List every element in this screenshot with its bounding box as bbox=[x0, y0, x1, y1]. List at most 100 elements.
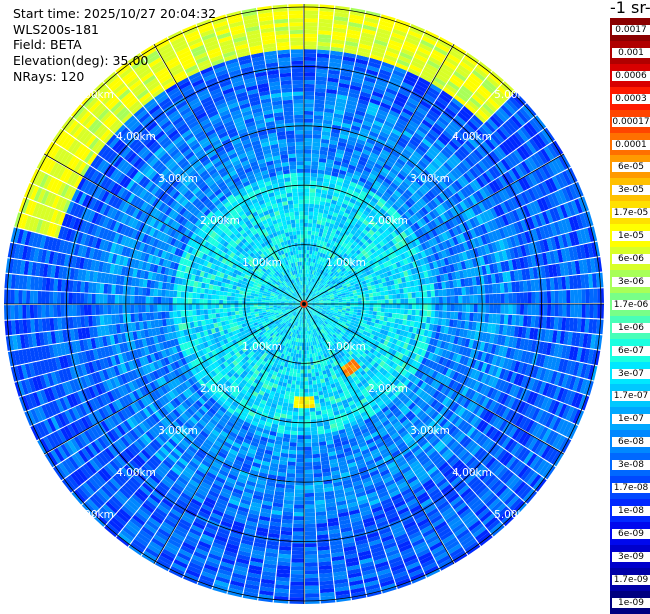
ppi-cell bbox=[316, 415, 322, 420]
ppi-cell bbox=[308, 381, 312, 385]
ppi-cell bbox=[404, 309, 408, 314]
ppi-cell bbox=[372, 315, 377, 319]
ppi-cell bbox=[308, 338, 310, 342]
ppi-cell bbox=[304, 246, 307, 250]
ppi-cell bbox=[305, 462, 313, 466]
ppi-cell bbox=[512, 315, 517, 326]
ppi-cell bbox=[304, 408, 309, 412]
ppi-cell bbox=[516, 293, 520, 304]
ppi-cell bbox=[305, 470, 313, 474]
ppi-cell bbox=[290, 388, 295, 392]
ppi-cell bbox=[305, 493, 314, 497]
ppi-cell bbox=[310, 357, 313, 361]
ppi-cell bbox=[311, 435, 318, 439]
ppi-cell bbox=[492, 314, 497, 324]
ppi-cell bbox=[286, 415, 292, 420]
ppi-cell bbox=[373, 308, 377, 312]
ppi-cell bbox=[305, 570, 318, 574]
ppi-cell bbox=[304, 150, 312, 154]
ppi-cell bbox=[435, 304, 439, 311]
ppi-cell bbox=[385, 300, 389, 304]
ppi-cell bbox=[308, 219, 312, 223]
ppi-cell bbox=[396, 314, 400, 319]
ppi-cell bbox=[301, 370, 304, 374]
ppi-cell bbox=[315, 92, 326, 97]
ppi-cell bbox=[304, 53, 316, 57]
ppi-cell bbox=[447, 304, 451, 311]
ppi-cell bbox=[297, 451, 304, 455]
ppi-cell bbox=[316, 515, 327, 520]
ppi-cell bbox=[285, 485, 294, 490]
ppi-cell bbox=[287, 380, 292, 385]
ppi-cell bbox=[578, 289, 582, 303]
ppi-cell bbox=[477, 285, 482, 294]
ppi-cell bbox=[306, 262, 308, 266]
ppi-cell bbox=[291, 578, 305, 582]
ppi-cell bbox=[316, 376, 320, 380]
ppi-cell bbox=[397, 299, 401, 304]
ppi-cell bbox=[377, 292, 381, 296]
ppi-cell bbox=[311, 235, 315, 239]
ppi-cell bbox=[312, 377, 316, 381]
ppi-cell bbox=[400, 304, 404, 309]
ppi-cell bbox=[381, 296, 385, 300]
ppi-cell bbox=[365, 314, 369, 318]
ppi-cell bbox=[315, 372, 319, 376]
ppi-cell bbox=[294, 365, 298, 369]
ppi-cell bbox=[415, 286, 420, 292]
ppi-cell bbox=[357, 292, 361, 295]
ppi-cell bbox=[353, 293, 357, 296]
ppi-cell bbox=[346, 308, 350, 311]
ppi-cell bbox=[535, 304, 539, 316]
ppi-cell bbox=[312, 154, 320, 158]
ppi-cell bbox=[488, 314, 493, 323]
ppi-cell bbox=[383, 286, 388, 291]
ppi-cell bbox=[304, 111, 313, 115]
ppi-cell bbox=[313, 461, 321, 466]
ppi-cell bbox=[308, 365, 311, 369]
ppi-cell bbox=[547, 304, 551, 316]
ppi-cell bbox=[395, 319, 400, 324]
ppi-cell bbox=[415, 292, 419, 298]
ppi-cell bbox=[292, 547, 304, 551]
ppi-cell bbox=[304, 115, 313, 119]
ppi-cell bbox=[307, 350, 310, 354]
ppi-cell bbox=[310, 415, 316, 419]
ppi-cell bbox=[296, 377, 300, 381]
ppi-cell bbox=[315, 403, 320, 407]
ppi-cell bbox=[314, 208, 319, 212]
ppi-cell bbox=[362, 304, 366, 307]
ppi-cell bbox=[377, 308, 381, 312]
ppi-cell bbox=[318, 430, 325, 435]
ppi-cell bbox=[292, 415, 298, 419]
ppi-cell bbox=[447, 296, 451, 303]
ppi-cell bbox=[304, 146, 312, 150]
ppi-cell bbox=[304, 358, 307, 362]
ppi-cell bbox=[283, 512, 294, 517]
ppi-cell bbox=[305, 497, 315, 501]
ppi-cell bbox=[586, 304, 590, 318]
ppi-cell bbox=[446, 289, 450, 296]
ppi-cell bbox=[290, 593, 304, 597]
ppi-cell bbox=[304, 80, 315, 84]
ppi-cell bbox=[313, 469, 322, 474]
ppi-cell bbox=[488, 284, 493, 293]
ppi-cell bbox=[306, 339, 308, 343]
ppi-cell bbox=[562, 304, 566, 317]
ppi-cell bbox=[310, 192, 316, 196]
ppi-cell bbox=[331, 305, 335, 307]
ppi-cell bbox=[315, 492, 325, 497]
ppi-cell bbox=[512, 304, 516, 314]
ppi-cell bbox=[371, 285, 376, 289]
ppi-cell bbox=[465, 313, 469, 321]
ppi-cell bbox=[311, 427, 317, 431]
ppi-cell bbox=[286, 387, 291, 392]
ppi-cell bbox=[528, 304, 532, 315]
ppi-cell bbox=[314, 111, 324, 116]
ppi-cell bbox=[438, 290, 442, 297]
ppi-cell bbox=[317, 181, 323, 186]
ppi-cell bbox=[314, 115, 323, 120]
ppi-cell bbox=[393, 299, 397, 304]
ppi-cell bbox=[350, 309, 354, 312]
